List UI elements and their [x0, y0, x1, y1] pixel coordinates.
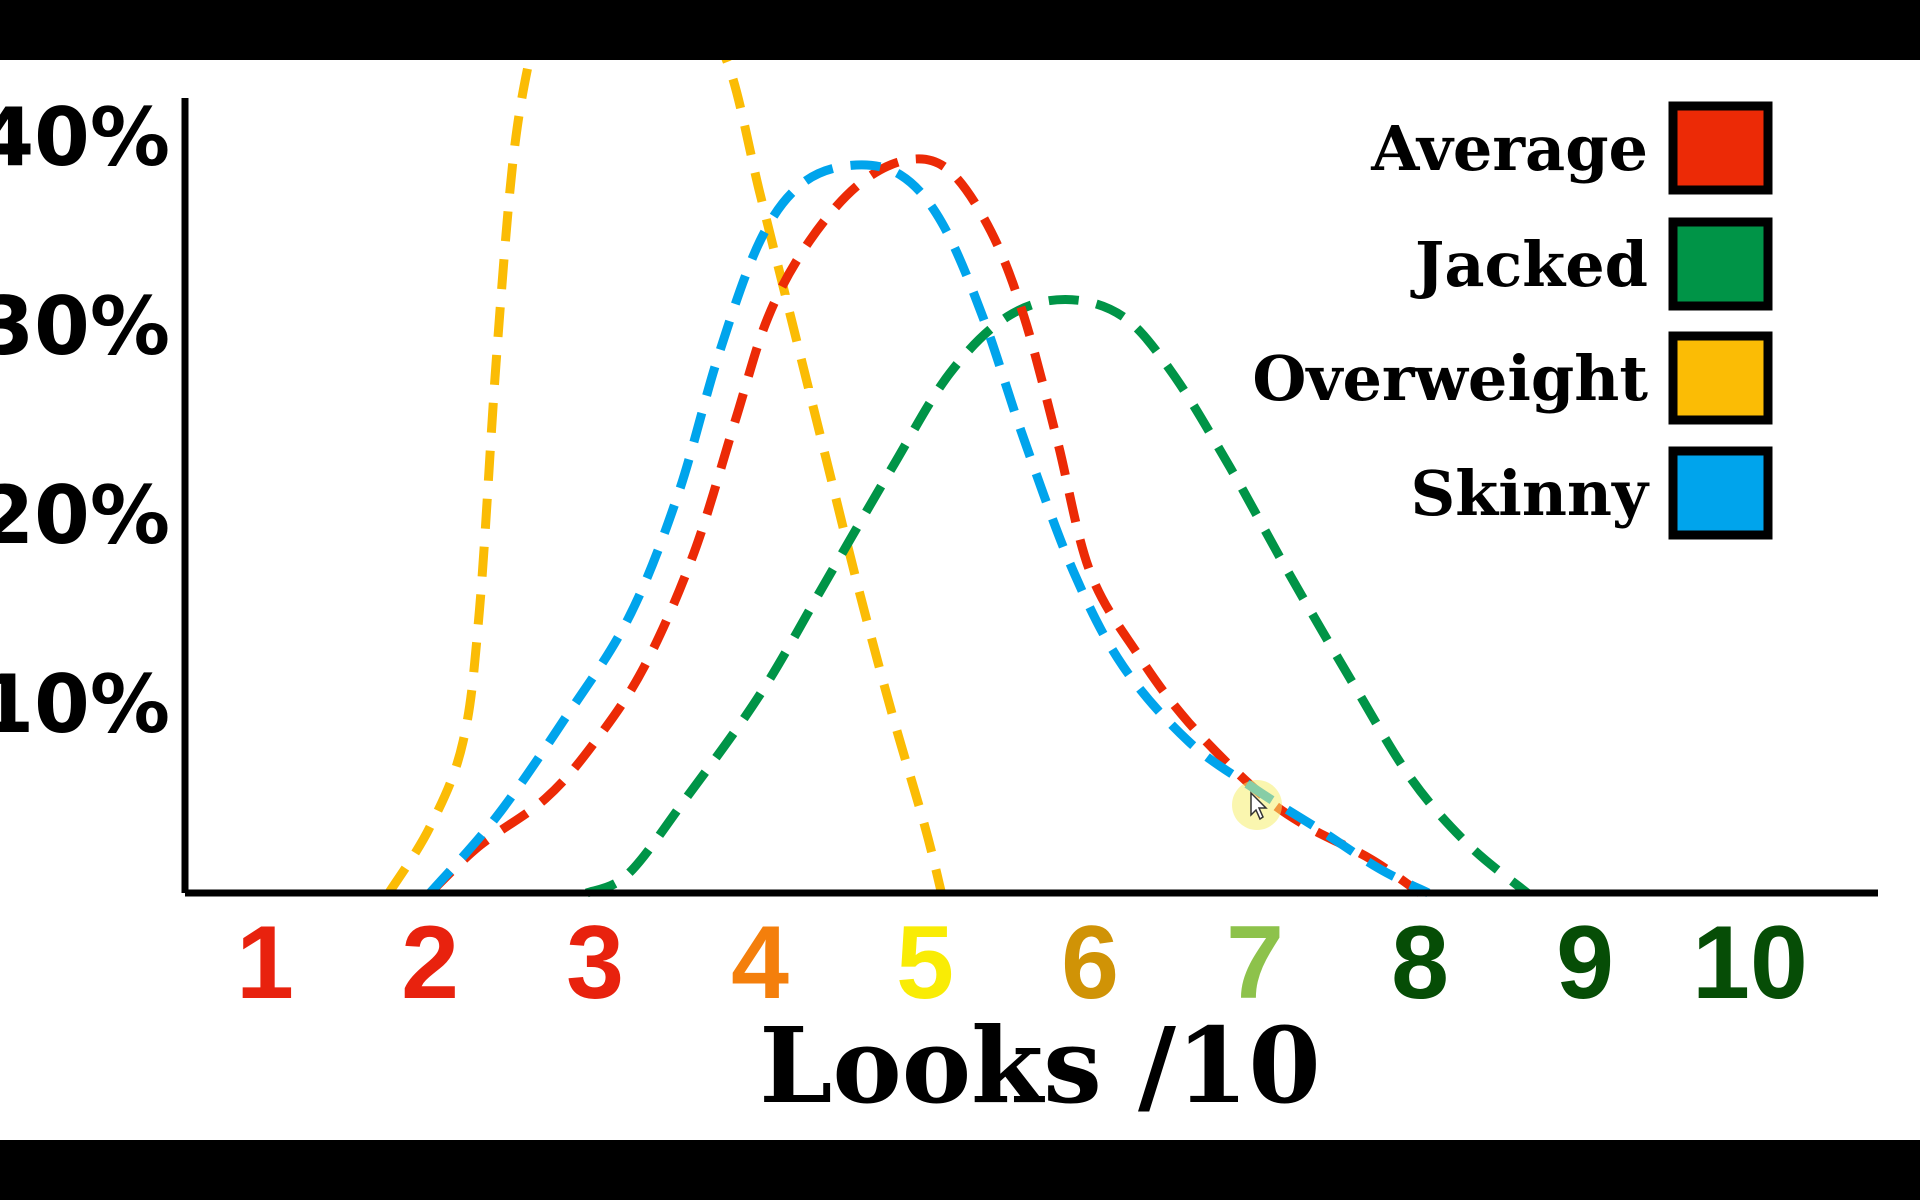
x-tick-label: 4 [731, 905, 789, 1021]
x-tick-labels: 1 2 3 4 5 6 7 8 9 10 [236, 905, 1808, 1021]
legend-label: Skinny [1411, 457, 1650, 530]
legend-label: Average [1370, 112, 1648, 185]
legend-label: Jacked [1410, 228, 1648, 301]
y-tick-label: 20% [0, 469, 170, 562]
legend-label: Overweight [1252, 342, 1648, 415]
x-tick-label: 6 [1061, 905, 1119, 1021]
plot-background [0, 60, 1920, 1140]
y-tick-labels: 10% 20% 30% 40% [0, 91, 170, 751]
x-tick-label: 8 [1391, 905, 1449, 1021]
series-line-jacked [584, 295, 1531, 898]
x-axis-label: Looks /10 [759, 1004, 1320, 1127]
legend: Average Jacked Overweight Skinny [1252, 101, 1773, 540]
cursor-highlight [1232, 780, 1282, 830]
x-tick-label: 1 [236, 905, 294, 1021]
series-line-overweight [384, 60, 946, 896]
x-tick-label: 9 [1556, 905, 1614, 1021]
x-tick-label: 3 [566, 905, 624, 1021]
mouse-pointer-icon [1250, 791, 1268, 821]
legend-swatch-jacked [1668, 217, 1773, 311]
series-line-average [426, 154, 1423, 897]
x-tick-label: 2 [401, 905, 459, 1021]
x-tick-label: 7 [1226, 905, 1284, 1021]
y-tick-label: 10% [0, 658, 170, 751]
y-tick-label: 30% [0, 280, 170, 373]
x-tick-label: 10 [1692, 905, 1808, 1021]
legend-swatch-average [1668, 101, 1773, 195]
series-line-skinny [426, 160, 1431, 898]
legend-swatch-skinny [1668, 446, 1773, 540]
y-tick-label: 40% [0, 91, 170, 184]
legend-swatch-overweight [1668, 331, 1773, 425]
x-tick-label: 5 [896, 905, 954, 1021]
series-curves [384, 60, 1531, 898]
